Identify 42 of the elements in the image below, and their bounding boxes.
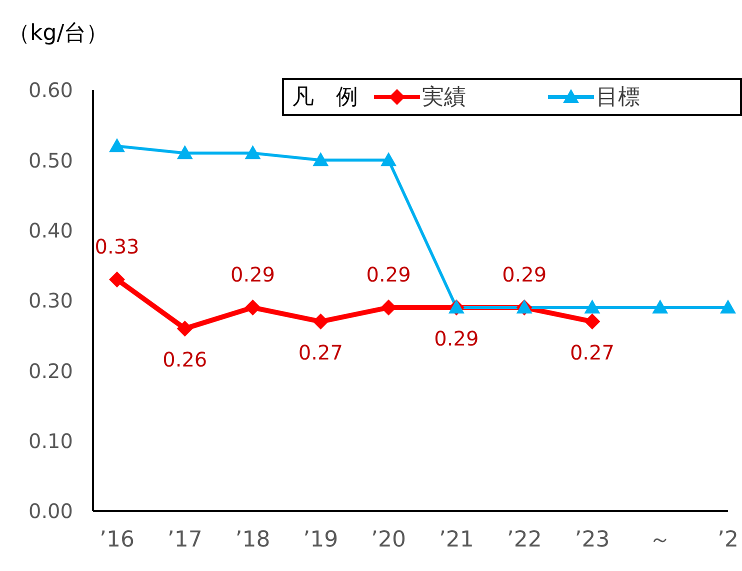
point [244, 300, 261, 316]
point [652, 300, 668, 314]
legend-label: 実績 [422, 84, 466, 112]
x-tick-label: ’21 [438, 528, 474, 553]
x-tick-label: ’17 [167, 528, 202, 553]
data-label: 0.29 [502, 262, 547, 287]
x-tick-label: ’19 [303, 528, 338, 553]
point [312, 314, 329, 330]
x-tick-label: ～ [649, 528, 672, 553]
legend-title: 凡 例 [292, 84, 358, 112]
data-label: 0.29 [434, 326, 479, 351]
x-tick-label: ’20 [371, 528, 406, 553]
point [244, 145, 261, 160]
x-tick-label: ’22 [506, 528, 542, 553]
legend-label: 目標 [596, 84, 640, 112]
point [176, 145, 193, 160]
point [176, 320, 193, 337]
data-label: 0.26 [162, 348, 208, 372]
y-tick-label: 0.20 [28, 358, 73, 383]
data-label: 0.29 [366, 262, 411, 287]
data-label: 0.29 [230, 262, 276, 287]
x-tick-label: ’18 [235, 528, 270, 553]
data-label: 0.33 [94, 234, 140, 258]
point [312, 152, 329, 166]
y-tick-label: 0.30 [28, 288, 73, 313]
y-tick-label: 0.50 [28, 148, 73, 172]
y-axis-title: （kg/台） [8, 20, 108, 48]
point [584, 300, 600, 314]
point [380, 152, 397, 166]
point [584, 314, 600, 330]
data-label: 0.27 [298, 340, 343, 365]
y-tick-label: 0.60 [28, 78, 73, 102]
point [109, 138, 125, 152]
y-tick-label: 0.40 [28, 218, 73, 242]
x-tick-label: ’23 [574, 528, 610, 553]
x-tick-label: ’2 [718, 528, 738, 553]
y-tick-label: 0.00 [28, 499, 73, 524]
point [720, 300, 736, 314]
x-tick-label: ’16 [100, 528, 134, 553]
data-label: 0.27 [570, 340, 614, 365]
point [109, 271, 125, 288]
y-tick-label: 0.10 [28, 428, 73, 453]
